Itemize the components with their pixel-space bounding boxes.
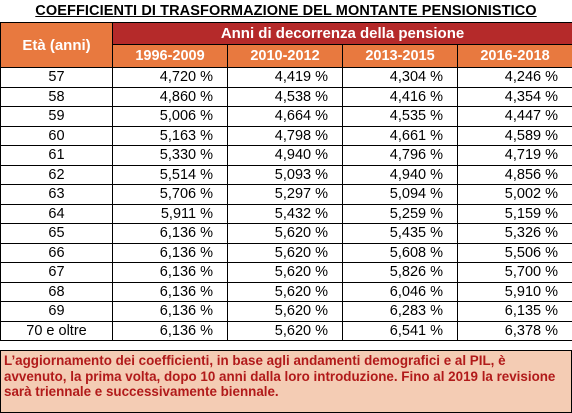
coefficient-cell: 6,136 % (112, 223, 228, 244)
footnote: L’aggiornamento dei coefficienti, in bas… (0, 350, 572, 413)
table-row: 67 6,136 % 5,620 % 5,826 % 5,700 % (0, 262, 572, 283)
coefficient-cell: 5,506 % (456, 242, 572, 263)
table-row: 58 4,860 % 4,538 % 4,416 % 4,354 % (0, 86, 572, 107)
header-row-group: Età (anni) Anni di decorrenza della pens… (0, 22, 572, 68)
table-row: 61 5,330 % 4,940 % 4,796 % 4,719 % (0, 145, 572, 166)
table-row: 59 5,006 % 4,664 % 4,535 % 4,447 % (0, 106, 572, 127)
age-cell: 65 (0, 223, 113, 244)
coefficient-cell: 5,002 % (456, 184, 572, 205)
coefficient-cell: 5,911 % (112, 203, 228, 224)
age-cell: 62 (0, 164, 113, 185)
coefficient-cell: 6,378 % (456, 320, 572, 341)
age-cell: 58 (0, 86, 113, 107)
page-title: COEFFICIENTI DI TRASFORMAZIONE DEL MONTA… (35, 3, 537, 19)
coefficient-cell: 5,826 % (342, 262, 458, 283)
period-header-2016-2018: 2016-2018 (456, 44, 572, 68)
coefficient-cell: 6,136 % (112, 281, 228, 302)
coefficient-cell: 4,940 % (342, 164, 458, 185)
table-row: 66 6,136 % 5,620 % 5,608 % 5,506 % (0, 242, 572, 263)
coefficient-cell: 4,416 % (342, 86, 458, 107)
coefficient-cell: 5,297 % (227, 184, 343, 205)
coefficient-cell: 4,419 % (227, 67, 343, 88)
coefficient-cell: 5,706 % (112, 184, 228, 205)
table-row: 65 6,136 % 5,620 % 5,435 % 5,326 % (0, 223, 572, 244)
coefficient-cell: 6,136 % (112, 242, 228, 263)
coefficient-cell: 4,354 % (456, 86, 572, 107)
table-row: 63 5,706 % 5,297 % 5,094 % 5,002 % (0, 184, 572, 205)
coefficient-cell: 4,304 % (342, 67, 458, 88)
table-body: 57 4,720 % 4,419 % 4,304 % 4,246 % 58 4,860 % 4… (0, 67, 572, 341)
coefficient-cell: 4,589 % (456, 125, 572, 146)
period-header-2013-2015: 2013-2015 (342, 44, 458, 68)
header-row-periods: 1996-2009 2010-2012 2013-2015 2016-2018 (1, 44, 572, 68)
period-header-2010-2012: 2010-2012 (227, 44, 343, 68)
coefficient-cell: 5,326 % (456, 223, 572, 244)
table-row: 57 4,720 % 4,419 % 4,304 % 4,246 % (0, 67, 572, 88)
age-cell: 69 (0, 301, 113, 322)
period-header-1996-2009: 1996-2009 (112, 44, 228, 68)
coefficient-cell: 4,538 % (227, 86, 343, 107)
coefficient-cell: 5,435 % (342, 223, 458, 244)
coefficient-cell: 4,798 % (227, 125, 343, 146)
coefficient-cell: 6,136 % (112, 262, 228, 283)
coefficient-cell: 4,246 % (456, 67, 572, 88)
coefficient-cell: 5,620 % (227, 320, 343, 341)
coefficient-cell: 6,541 % (342, 320, 458, 341)
coefficient-cell: 5,620 % (227, 223, 343, 244)
coefficient-cell: 5,432 % (227, 203, 343, 224)
age-column-header: Età (anni) (0, 22, 113, 68)
coefficient-cell: 6,046 % (342, 281, 458, 302)
coefficient-cell: 5,163 % (112, 125, 228, 146)
coefficient-cell: 6,136 % (112, 320, 228, 341)
coefficient-cell: 4,860 % (112, 86, 228, 107)
coefficient-cell: 6,283 % (342, 301, 458, 322)
table-row: 69 6,136 % 5,620 % 6,283 % 6,135 % (0, 301, 572, 322)
coefficient-cell: 5,910 % (456, 281, 572, 302)
coefficient-cell: 4,796 % (342, 145, 458, 166)
age-cell: 66 (0, 242, 113, 263)
coefficient-cell: 5,620 % (227, 281, 343, 302)
age-cell: 60 (0, 125, 113, 146)
age-cell: 64 (0, 203, 113, 224)
coefficient-cell: 5,620 % (227, 242, 343, 263)
table-row: 64 5,911 % 5,432 % 5,259 % 5,159 % (0, 203, 572, 224)
coefficient-cell: 4,856 % (456, 164, 572, 185)
coefficients-table: Età (anni) Anni di decorrenza della pens… (0, 22, 572, 341)
table-row: 62 5,514 % 5,093 % 4,940 % 4,856 % (0, 164, 572, 185)
age-cell: 68 (0, 281, 113, 302)
coefficient-cell: 5,620 % (227, 262, 343, 283)
coefficient-cell: 4,535 % (342, 106, 458, 127)
period-group-header: Anni di decorrenza della pensione (111, 22, 572, 45)
coefficient-cell: 5,259 % (342, 203, 458, 224)
age-cell: 63 (0, 184, 113, 205)
coefficient-cell: 4,940 % (227, 145, 343, 166)
age-cell: 70 e oltre (0, 320, 113, 341)
coefficient-cell: 5,093 % (227, 164, 343, 185)
coefficient-cell: 4,447 % (456, 106, 572, 127)
coefficient-cell: 5,094 % (342, 184, 458, 205)
coefficient-cell: 5,700 % (456, 262, 572, 283)
coefficient-cell: 4,661 % (342, 125, 458, 146)
table-row: 60 5,163 % 4,798 % 4,661 % 4,589 % (0, 125, 572, 146)
table-row: 68 6,136 % 5,620 % 6,046 % 5,910 % (0, 281, 572, 302)
age-cell: 59 (0, 106, 113, 127)
coefficient-cell: 6,136 % (112, 301, 228, 322)
table-row: 70 e oltre 6,136 % 5,620 % 6,541 % 6,378 % (0, 320, 572, 341)
age-cell: 61 (0, 145, 113, 166)
coefficient-cell: 5,159 % (456, 203, 572, 224)
coefficient-cell: 5,608 % (342, 242, 458, 263)
coefficient-cell: 5,330 % (112, 145, 228, 166)
age-cell: 57 (0, 67, 113, 88)
coefficient-cell: 6,135 % (456, 301, 572, 322)
coefficient-cell: 4,664 % (227, 106, 343, 127)
coefficient-cell: 4,719 % (456, 145, 572, 166)
coefficient-cell: 4,720 % (112, 67, 228, 88)
coefficient-cell: 5,006 % (112, 106, 228, 127)
coefficient-cell: 5,514 % (112, 164, 228, 185)
age-cell: 67 (0, 262, 113, 283)
coefficient-cell: 5,620 % (227, 301, 343, 322)
